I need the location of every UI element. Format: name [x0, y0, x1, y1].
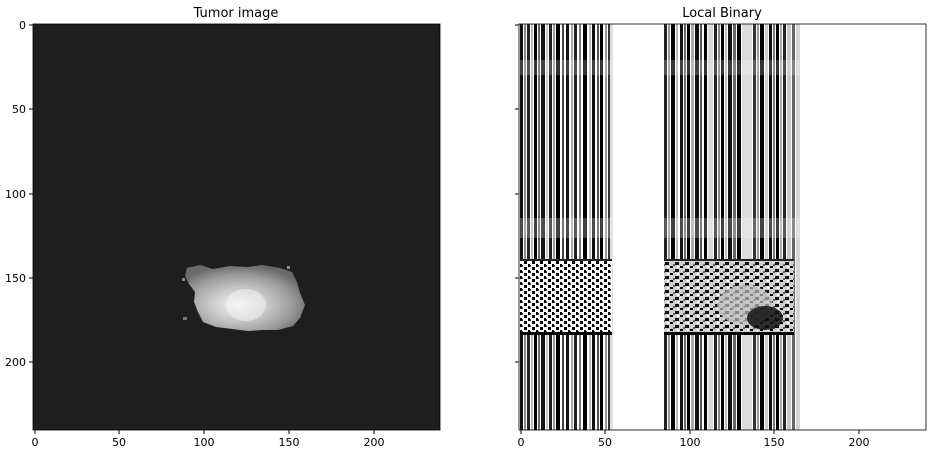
lbp-x-tick-label: 200 [849, 436, 870, 449]
tumor-image-background [33, 24, 440, 430]
tumor-y-tick-label: 200 [5, 356, 26, 369]
lbp-x-tick-label: 100 [680, 436, 701, 449]
tumor-y-tick-label: 100 [5, 188, 26, 201]
tumor-x-tick-label: 50 [112, 436, 126, 449]
tumor-x-ticks: 0 50 100 150 200 [32, 430, 385, 449]
lbp-y-ticks [515, 25, 519, 362]
tumor-y-tick-label: 50 [12, 103, 26, 116]
tumor-x-tick-label: 150 [279, 436, 300, 449]
lbp-x-tick-label: 50 [598, 436, 612, 449]
tumor-x-tick-label: 0 [32, 436, 39, 449]
tumor-image-title: Tumor image [193, 6, 279, 21]
lbp-x-tick-label: 150 [764, 436, 785, 449]
local-binary-panel: Local Binary [515, 6, 926, 449]
tumor-y-tick-label: 150 [5, 272, 26, 285]
tumor-y-tick-label: 0 [19, 19, 26, 32]
tumor-x-tick-label: 200 [364, 436, 385, 449]
tumor-x-tick-label: 100 [194, 436, 215, 449]
local-binary-title: Local Binary [682, 6, 762, 21]
tumor-image-panel: Tumor image 0 50 100 150 200 [5, 6, 440, 449]
lbp-x-ticks: 0 50 100 150 200 [518, 430, 870, 449]
lbp-x-tick-label: 0 [518, 436, 525, 449]
tumor-y-ticks: 0 50 100 150 200 [5, 19, 33, 369]
